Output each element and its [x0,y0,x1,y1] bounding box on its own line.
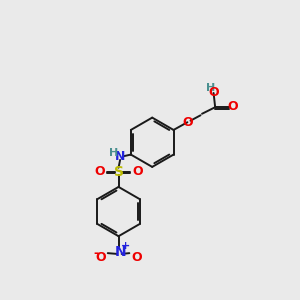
Text: O: O [183,116,194,129]
Text: -: - [93,247,98,260]
Text: H: H [206,82,215,93]
Text: O: O [94,165,105,178]
Text: O: O [208,86,219,99]
Text: N: N [114,244,126,259]
Text: O: O [133,165,143,178]
Text: O: O [131,251,142,264]
Text: +: + [121,241,130,251]
Text: O: O [227,100,238,113]
Text: O: O [95,251,106,264]
Text: S: S [114,164,124,178]
Text: H: H [109,148,118,158]
Text: N: N [115,150,125,163]
